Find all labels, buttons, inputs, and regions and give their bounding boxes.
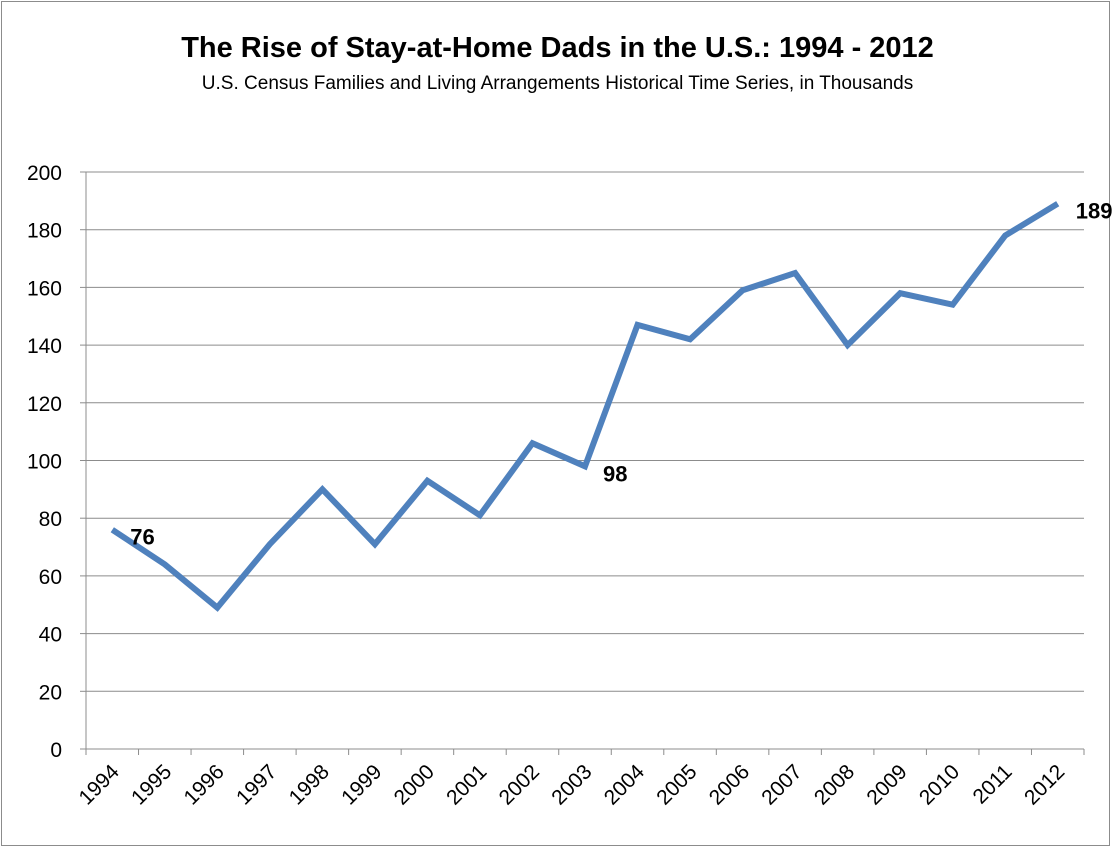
- x-tick-label: 1999: [337, 760, 386, 809]
- y-tick-label: 140: [27, 335, 62, 358]
- x-tick-label: 2011: [969, 760, 1017, 808]
- y-tick-label: 100: [27, 451, 62, 474]
- x-tick-label: 1995: [127, 760, 176, 809]
- x-axis-ticks: 1994 1995 1996 1997 1998 1999 2000 2001 2002 2003…: [75, 749, 1085, 810]
- chart-title: The Rise of Stay-at-Home Dads in the U.S…: [181, 32, 934, 64]
- y-tick-label: 180: [27, 220, 62, 243]
- x-tick-label: 2000: [390, 760, 439, 809]
- x-tick-label: 2007: [757, 760, 806, 809]
- x-tick-label: 2006: [705, 760, 754, 809]
- y-tick-label: 120: [27, 393, 62, 416]
- x-tick-label: 2004: [600, 760, 650, 810]
- x-tick-label: 2002: [495, 760, 544, 809]
- x-tick-label: 2001: [442, 760, 491, 809]
- x-tick-label: 2008: [810, 760, 859, 809]
- series-group: [110, 201, 1060, 612]
- x-tick-label: 2009: [862, 760, 911, 809]
- y-tick-label: 40: [39, 624, 62, 647]
- y-tick-label: 0: [50, 739, 62, 762]
- x-tick-label: 1997: [232, 760, 281, 809]
- data-label: 98: [603, 461, 627, 486]
- data-label: 76: [130, 525, 154, 550]
- x-tick-label: 1994: [75, 760, 125, 810]
- chart-subtitle: U.S. Census Families and Living Arrangem…: [201, 73, 914, 94]
- gridlines: [86, 171, 1084, 692]
- x-tick-label: 2012: [1020, 760, 1069, 809]
- y-tick-label: 160: [27, 277, 62, 300]
- y-tick-label: 20: [39, 681, 62, 704]
- data-labels: 76 98 189: [130, 199, 1112, 550]
- x-tick-label: 2010: [915, 760, 964, 809]
- x-tick-label: 2003: [547, 760, 596, 809]
- data-label: 189: [1076, 199, 1113, 224]
- y-tick-label: 60: [39, 566, 62, 589]
- y-tick-label: 200: [27, 162, 62, 185]
- series-line: [110, 201, 1060, 612]
- x-tick-label: 1996: [180, 760, 229, 809]
- x-tick-label: 1998: [285, 760, 334, 809]
- y-axis-ticks: 0 20 40 60 80 100 120 140 160 180 200: [27, 162, 86, 762]
- x-tick-label: 2005: [652, 760, 701, 809]
- y-tick-label: 80: [39, 508, 62, 531]
